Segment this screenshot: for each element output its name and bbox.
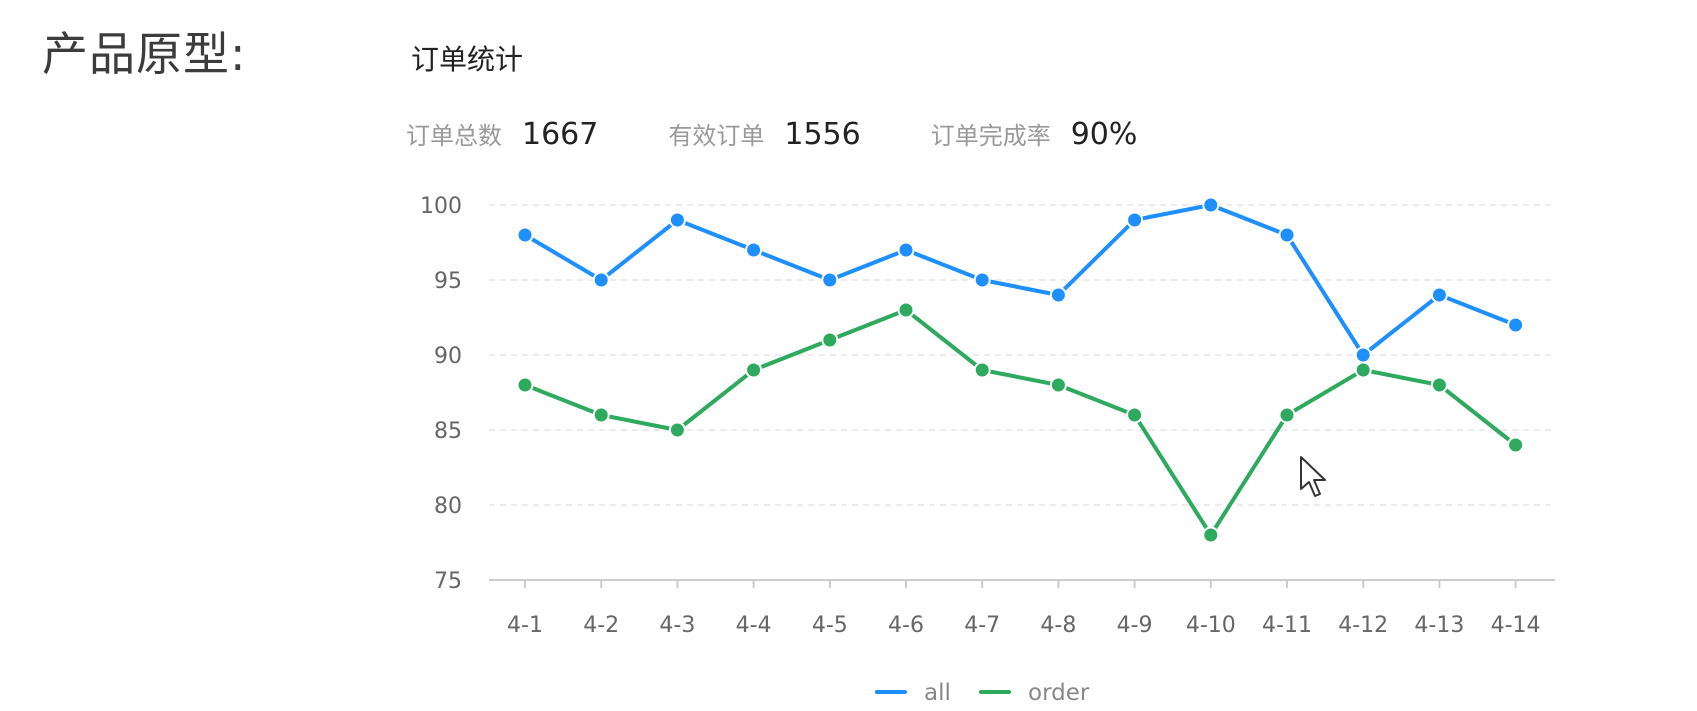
stat-value: 1556 <box>784 117 861 152</box>
data-point-all <box>1278 226 1296 244</box>
stat-value: 1667 <box>522 117 599 152</box>
x-tick-label: 4-13 <box>1414 613 1464 638</box>
data-point-order <box>821 331 839 349</box>
data-point-order <box>668 421 686 439</box>
data-point-all <box>821 271 839 289</box>
data-point-order <box>1126 406 1144 424</box>
data-point-order <box>973 361 991 379</box>
data-point-all <box>668 211 686 229</box>
data-point-order <box>1354 361 1372 379</box>
data-point-all <box>745 241 763 259</box>
y-tick-label: 95 <box>434 269 462 294</box>
page-heading: 产品原型: <box>42 27 247 81</box>
x-tick-label: 4-7 <box>964 613 1000 638</box>
stats-row: 订单总数 1667 有效订单 1556 订单完成率 90% <box>406 116 1207 156</box>
y-tick-label: 90 <box>434 344 462 369</box>
x-tick-label: 4-11 <box>1262 613 1312 638</box>
series-line-all <box>523 203 1517 357</box>
series-line-order <box>524 308 1517 537</box>
data-point-order <box>897 301 915 319</box>
y-tick-label: 100 <box>420 194 462 219</box>
x-tick-label: 4-9 <box>1117 613 1153 638</box>
data-point-order <box>1278 406 1296 424</box>
mouse-pointer-icon <box>1300 456 1326 497</box>
data-point-all <box>1202 196 1220 214</box>
stat-completion-rate: 订单完成率 90% <box>931 116 1138 152</box>
x-tick-label: 4-2 <box>583 613 619 638</box>
x-tick-label: 4-8 <box>1040 613 1076 638</box>
data-point-order <box>1202 526 1220 544</box>
data-point-all <box>1049 286 1067 304</box>
stat-label: 订单总数 <box>406 122 502 150</box>
x-tick-label: 4-1 <box>507 613 543 638</box>
data-point-all <box>1126 211 1144 229</box>
data-point-order <box>1507 436 1525 454</box>
data-point-all <box>973 271 991 289</box>
legend-label-all: all <box>924 680 951 706</box>
data-point-order <box>1049 376 1067 394</box>
data-point-order <box>592 406 610 424</box>
stat-label: 有效订单 <box>668 122 765 150</box>
data-point-all <box>897 241 915 259</box>
x-tick-label: 4-12 <box>1338 613 1388 638</box>
data-point-order <box>745 361 763 379</box>
stat-value: 90% <box>1070 117 1138 152</box>
x-tick-label: 4-10 <box>1186 613 1236 638</box>
x-tick-label: 4-14 <box>1491 613 1541 638</box>
data-point-all <box>1430 286 1448 304</box>
data-point-all <box>1354 346 1372 364</box>
stat-valid-orders: 有效订单 1556 <box>668 116 860 152</box>
x-tick-label: 4-4 <box>736 613 772 638</box>
data-point-all <box>592 271 610 289</box>
y-tick-label: 85 <box>434 419 462 444</box>
data-point-all <box>1507 316 1525 334</box>
y-tick-label: 80 <box>434 494 462 519</box>
x-tick-label: 4-3 <box>659 613 695 638</box>
x-tick-label: 4-5 <box>812 613 848 638</box>
data-point-order <box>516 376 534 394</box>
data-point-order <box>1430 376 1448 394</box>
x-tick-label: 4-6 <box>888 613 924 638</box>
data-point-all <box>516 226 534 244</box>
y-tick-label: 75 <box>434 569 462 594</box>
stat-total-orders: 订单总数 1667 <box>406 116 598 152</box>
legend-label-order: order <box>1028 680 1090 706</box>
chart-panel-title: 订单统计 <box>411 43 524 76</box>
stat-label: 订单完成率 <box>930 122 1051 150</box>
